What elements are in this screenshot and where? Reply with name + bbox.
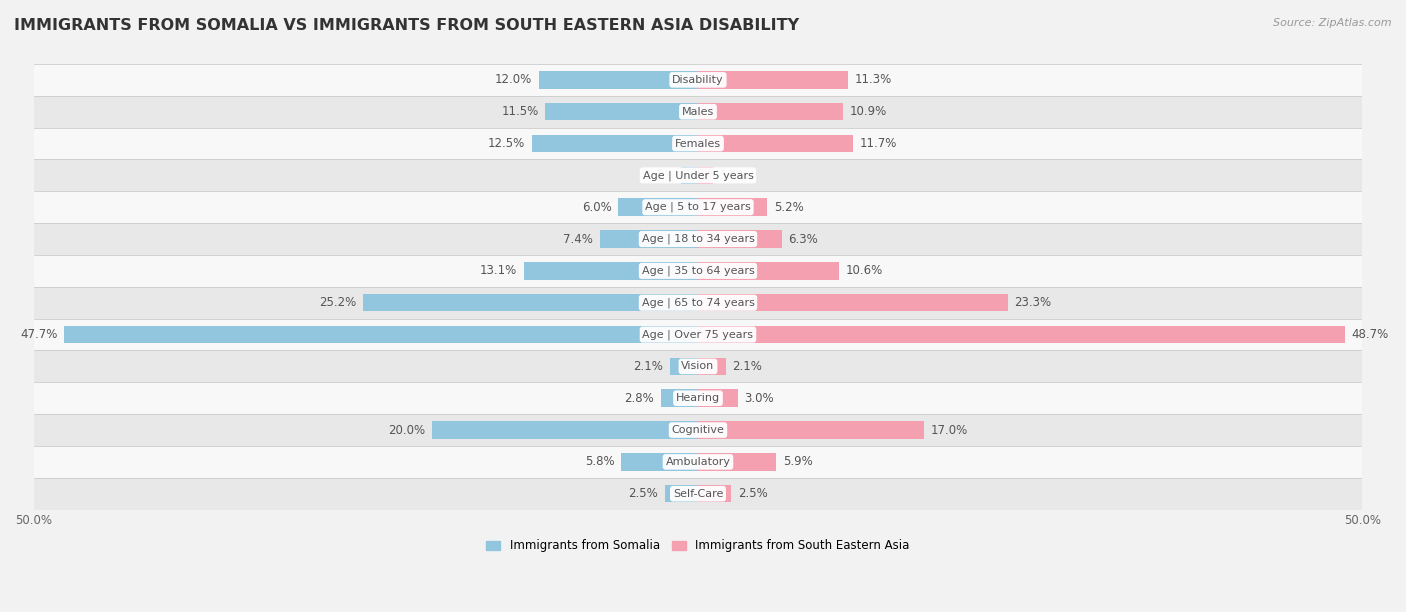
Legend: Immigrants from Somalia, Immigrants from South Eastern Asia: Immigrants from Somalia, Immigrants from… xyxy=(481,535,914,557)
Text: 10.6%: 10.6% xyxy=(845,264,883,277)
Bar xyxy=(34,255,1362,287)
Bar xyxy=(697,103,842,121)
Bar xyxy=(524,262,697,280)
Bar xyxy=(34,414,1362,446)
Bar xyxy=(34,223,1362,255)
Text: 2.5%: 2.5% xyxy=(628,487,658,500)
Text: Males: Males xyxy=(682,106,714,117)
Bar xyxy=(34,96,1362,128)
Text: 48.7%: 48.7% xyxy=(1351,328,1389,341)
Bar xyxy=(697,166,713,184)
Bar xyxy=(34,287,1362,319)
Text: 20.0%: 20.0% xyxy=(388,424,426,436)
Text: Ambulatory: Ambulatory xyxy=(665,457,731,467)
Bar xyxy=(681,166,697,184)
Bar xyxy=(546,103,697,121)
Bar xyxy=(661,389,697,407)
Text: Age | Under 5 years: Age | Under 5 years xyxy=(643,170,754,181)
Text: Self-Care: Self-Care xyxy=(673,489,723,499)
Bar xyxy=(697,198,768,216)
Text: 13.1%: 13.1% xyxy=(479,264,517,277)
Bar xyxy=(34,478,1362,510)
Bar xyxy=(697,294,1008,312)
Text: Females: Females xyxy=(675,138,721,149)
Bar xyxy=(34,382,1362,414)
Text: 3.0%: 3.0% xyxy=(745,392,775,405)
Text: 5.9%: 5.9% xyxy=(783,455,813,468)
Text: 12.0%: 12.0% xyxy=(495,73,531,86)
Bar xyxy=(34,192,1362,223)
Bar xyxy=(621,453,697,471)
Text: Age | 18 to 34 years: Age | 18 to 34 years xyxy=(641,234,755,244)
Bar xyxy=(531,135,697,152)
Bar xyxy=(697,230,782,248)
Bar xyxy=(619,198,697,216)
Text: 5.8%: 5.8% xyxy=(585,455,614,468)
Bar xyxy=(697,326,1346,343)
Text: Age | Over 75 years: Age | Over 75 years xyxy=(643,329,754,340)
Text: 6.3%: 6.3% xyxy=(789,233,818,245)
Text: 17.0%: 17.0% xyxy=(931,424,967,436)
Bar xyxy=(363,294,697,312)
Text: 2.8%: 2.8% xyxy=(624,392,654,405)
Bar xyxy=(665,485,697,502)
Bar xyxy=(697,357,725,375)
Text: Disability: Disability xyxy=(672,75,724,85)
Text: 6.0%: 6.0% xyxy=(582,201,612,214)
Bar xyxy=(432,421,697,439)
Text: 25.2%: 25.2% xyxy=(319,296,357,309)
Bar xyxy=(697,389,738,407)
Text: Age | 5 to 17 years: Age | 5 to 17 years xyxy=(645,202,751,212)
Bar xyxy=(34,64,1362,96)
Bar xyxy=(599,230,697,248)
Bar xyxy=(697,453,776,471)
Bar xyxy=(34,446,1362,478)
Text: 1.1%: 1.1% xyxy=(720,169,749,182)
Text: 11.5%: 11.5% xyxy=(502,105,538,118)
Bar xyxy=(697,71,848,89)
Text: Source: ZipAtlas.com: Source: ZipAtlas.com xyxy=(1274,18,1392,28)
Bar xyxy=(697,262,839,280)
Text: IMMIGRANTS FROM SOMALIA VS IMMIGRANTS FROM SOUTH EASTERN ASIA DISABILITY: IMMIGRANTS FROM SOMALIA VS IMMIGRANTS FR… xyxy=(14,18,799,34)
Bar xyxy=(34,160,1362,192)
Bar xyxy=(34,128,1362,160)
Text: 11.3%: 11.3% xyxy=(855,73,891,86)
Text: 10.9%: 10.9% xyxy=(849,105,887,118)
Text: 23.3%: 23.3% xyxy=(1014,296,1052,309)
Text: Vision: Vision xyxy=(682,361,714,371)
Bar xyxy=(671,357,697,375)
Text: 5.2%: 5.2% xyxy=(773,201,803,214)
Text: Age | 35 to 64 years: Age | 35 to 64 years xyxy=(641,266,755,276)
Text: 12.5%: 12.5% xyxy=(488,137,526,150)
Text: 2.1%: 2.1% xyxy=(733,360,762,373)
Text: 11.7%: 11.7% xyxy=(860,137,897,150)
Text: 1.3%: 1.3% xyxy=(644,169,673,182)
Bar xyxy=(65,326,697,343)
Text: 2.1%: 2.1% xyxy=(634,360,664,373)
Bar xyxy=(34,351,1362,382)
Bar xyxy=(697,421,924,439)
Text: 2.5%: 2.5% xyxy=(738,487,768,500)
Bar xyxy=(34,319,1362,351)
Text: 47.7%: 47.7% xyxy=(20,328,58,341)
Text: 7.4%: 7.4% xyxy=(564,233,593,245)
Bar xyxy=(697,135,853,152)
Text: Cognitive: Cognitive xyxy=(672,425,724,435)
Bar xyxy=(538,71,697,89)
Bar xyxy=(697,485,731,502)
Text: Age | 65 to 74 years: Age | 65 to 74 years xyxy=(641,297,755,308)
Text: Hearing: Hearing xyxy=(676,394,720,403)
